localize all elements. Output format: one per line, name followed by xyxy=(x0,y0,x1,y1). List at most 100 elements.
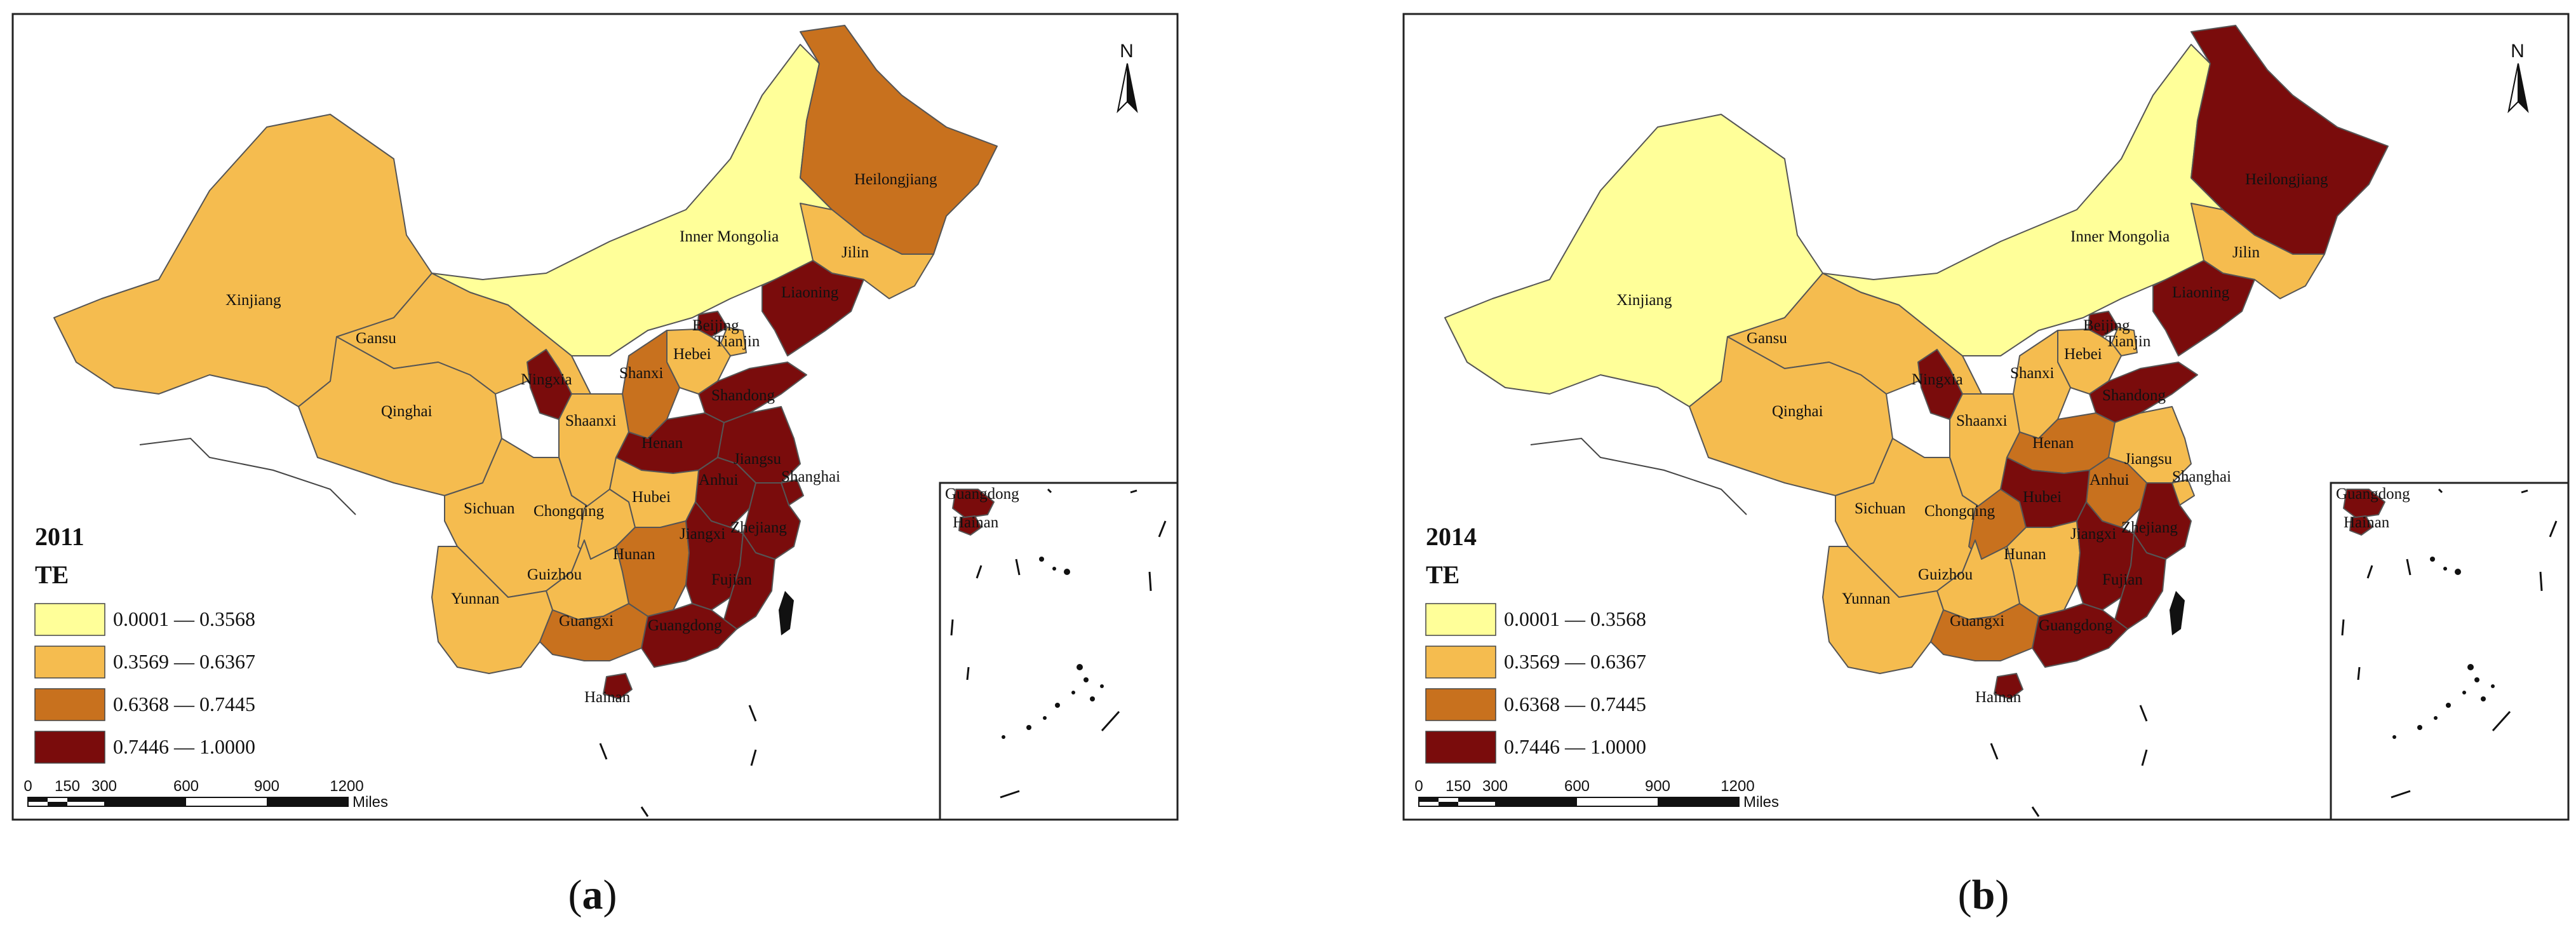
scale-bar: 0 150 300 600 900 1200 Miles xyxy=(23,778,388,811)
label-guangdong: Guangdong xyxy=(648,617,722,634)
sea-dash-3 xyxy=(2139,705,2148,722)
label-hubei: Hubei xyxy=(2023,489,2062,506)
label-yunnan: Yunnan xyxy=(451,590,500,607)
legend-range-3: 0.6368 — 0.7445 xyxy=(1504,693,1646,715)
province-tianjin[interactable] xyxy=(2111,327,2138,356)
province-heilongjiang[interactable] xyxy=(800,25,998,255)
inset-hainan xyxy=(958,515,982,536)
label-jiangxi: Jiangxi xyxy=(680,525,725,543)
label-anhui: Anhui xyxy=(699,471,739,489)
inset-label-guangdong: Guangdong xyxy=(2336,485,2410,503)
legend-title: TE xyxy=(35,560,69,589)
label-jiangsu: Jiangsu xyxy=(2124,450,2173,468)
label-beijing: Beijing xyxy=(692,317,739,334)
label-shanghai: Shanghai xyxy=(2172,468,2231,485)
label-chongqing: Chongqing xyxy=(1924,503,1996,520)
label-zhejiang: Zhejiang xyxy=(730,519,787,536)
south-china-sea-inset: Guangdong Hainan xyxy=(939,482,1179,821)
province-tianjin[interactable] xyxy=(720,327,747,356)
label-liaoning: Liaoning xyxy=(781,284,839,301)
inset-frame xyxy=(939,482,1179,821)
label-anhui: Anhui xyxy=(2090,471,2130,489)
province-liaoning[interactable] xyxy=(2152,260,2255,356)
label-xinjiang: Xinjiang xyxy=(1616,292,1672,309)
scale-tick-600: 600 xyxy=(173,778,199,795)
label-shanxi: Shanxi xyxy=(2010,365,2055,382)
inset-label-guangdong: Guangdong xyxy=(945,485,1019,503)
north-arrow: N xyxy=(1117,41,1138,114)
sea-dash-1 xyxy=(1990,743,1999,760)
south-china-sea-inset: Guangdong Hainan xyxy=(2330,482,2570,821)
label-heilongjiang: Heilongjiang xyxy=(2245,171,2328,188)
scale-tick-900: 900 xyxy=(1645,778,1670,795)
inset-frame xyxy=(2330,482,2570,821)
province-hainan[interactable] xyxy=(603,673,633,700)
panel-b: Xinjiang Gansu Qinghai Inner Mongolia He… xyxy=(1391,0,2576,934)
sea-dash-2 xyxy=(2031,806,2040,817)
label-beijing: Beijing xyxy=(2083,317,2130,334)
label-jilin: Jilin xyxy=(2232,244,2260,261)
scale-unit: Miles xyxy=(1743,794,1779,811)
label-qinghai: Qinghai xyxy=(381,403,433,420)
legend-swatch-2 xyxy=(1425,646,1496,679)
label-chongqing: Chongqing xyxy=(533,503,605,520)
panel-a: Xinjiang Gansu Qinghai Inner Mongolia He… xyxy=(0,0,1185,934)
legend-swatch-3 xyxy=(34,688,105,721)
legend: 0.0001 — 0.3568 0.3569 — 0.6367 0.6368 —… xyxy=(1425,603,1646,764)
inset-guangdong xyxy=(952,489,995,518)
province-beijing[interactable] xyxy=(697,311,728,337)
label-hunan: Hunan xyxy=(613,546,655,563)
legend-range-1: 0.0001 — 0.3568 xyxy=(1504,607,1646,630)
scale-tick-150: 150 xyxy=(55,778,80,795)
label-sichuan: Sichuan xyxy=(464,500,515,517)
label-henan: Henan xyxy=(2032,435,2074,452)
scale-tick-150: 150 xyxy=(1446,778,1471,795)
province-heilongjiang[interactable] xyxy=(2190,25,2389,255)
taiwan-island xyxy=(2170,591,2185,635)
sea-dash-1 xyxy=(599,743,608,760)
label-hainan: Hainan xyxy=(584,689,631,706)
label-inner-mongolia: Inner Mongolia xyxy=(680,228,779,245)
label-shanghai: Shanghai xyxy=(781,468,840,485)
southwest-border-outline xyxy=(1530,437,1747,515)
legend-swatch-2 xyxy=(34,646,105,679)
label-liaoning: Liaoning xyxy=(2172,284,2230,301)
legend-range-1: 0.0001 — 0.3568 xyxy=(113,607,255,630)
label-shanxi: Shanxi xyxy=(619,365,664,382)
north-arrow: N xyxy=(2507,41,2529,114)
province-hainan[interactable] xyxy=(1994,673,2023,700)
scale-tick-300: 300 xyxy=(91,778,117,795)
legend-range-4: 0.7446 — 1.0000 xyxy=(1504,735,1646,758)
inset-guangdong xyxy=(2343,489,2385,518)
province-qinghai[interactable] xyxy=(1689,336,1893,496)
label-ningxia: Ningxia xyxy=(1912,371,1963,388)
label-fujian: Fujian xyxy=(711,571,752,588)
label-xinjiang: Xinjiang xyxy=(225,292,281,309)
label-guangxi: Guangxi xyxy=(1950,613,2004,630)
scale-tick-1200: 1200 xyxy=(330,778,363,795)
province-liaoning[interactable] xyxy=(761,260,864,356)
label-hebei: Hebei xyxy=(673,346,711,363)
province-beijing[interactable] xyxy=(2088,311,2119,337)
inset-label-hainan: Hainan xyxy=(2344,514,2390,531)
province-guangdong[interactable] xyxy=(2032,603,2128,668)
sea-dash-3 xyxy=(748,705,757,722)
label-zhejiang: Zhejiang xyxy=(2121,519,2178,536)
label-sichuan: Sichuan xyxy=(1855,500,1906,517)
legend-swatch-4 xyxy=(1425,731,1496,764)
legend-range-3: 0.6368 — 0.7445 xyxy=(113,693,255,715)
southwest-border-outline xyxy=(139,437,356,515)
legend-range-2: 0.3569 — 0.6367 xyxy=(113,650,255,673)
label-jiangsu: Jiangsu xyxy=(734,450,782,468)
label-guangxi: Guangxi xyxy=(559,613,614,630)
label-tianjin: Tianjin xyxy=(2105,333,2151,350)
label-henan: Henan xyxy=(641,435,683,452)
label-gansu: Gansu xyxy=(356,330,396,347)
label-ningxia: Ningxia xyxy=(521,371,572,388)
label-tianjin: Tianjin xyxy=(714,333,760,350)
legend-swatch-3 xyxy=(1425,688,1496,721)
legend-range-2: 0.3569 — 0.6367 xyxy=(1504,650,1646,673)
province-guangdong[interactable] xyxy=(641,603,737,668)
province-qinghai[interactable] xyxy=(298,336,502,496)
label-shandong: Shandong xyxy=(711,387,775,404)
